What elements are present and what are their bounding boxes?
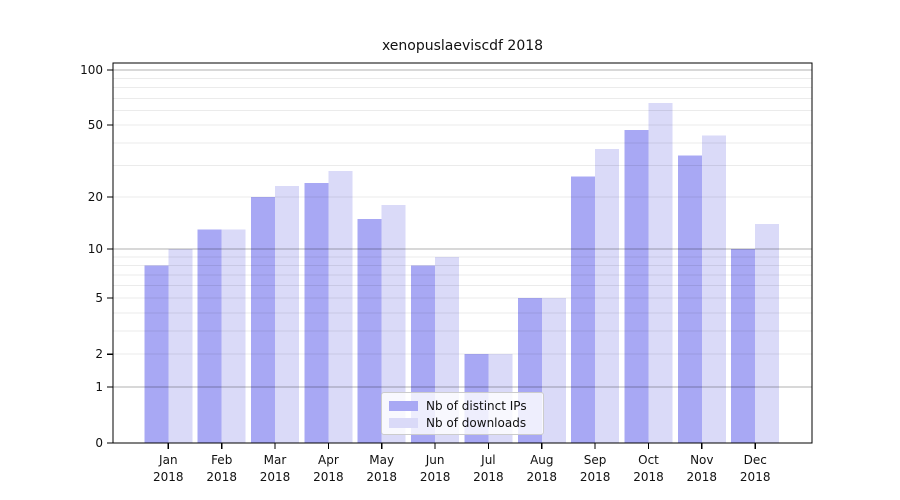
- legend-entry-downloads: Nb of downloads: [389, 415, 535, 430]
- chart-title: xenopuslaeviscdf 2018: [381, 38, 544, 54]
- x-tick-label-month-may: May: [369, 453, 394, 467]
- x-tick-label-month-nov: Nov: [690, 453, 713, 467]
- x-tick-label-month-oct: Oct: [638, 453, 659, 467]
- y-tick-label-5: 5: [95, 291, 103, 305]
- x-tick-label-year-jun: 2018: [420, 470, 451, 484]
- x-tick-label-month-apr: Apr: [318, 453, 339, 467]
- x-tick-label-month-aug: Aug: [530, 453, 553, 467]
- y-tick-label-0: 0: [95, 436, 103, 450]
- bar-downloads-oct: [648, 103, 673, 443]
- x-tick-label-month-jun: Jun: [425, 453, 445, 467]
- x-tick-label-year-sep: 2018: [580, 470, 611, 484]
- y-tick-label-10: 10: [88, 242, 103, 256]
- x-tick-label-year-feb: 2018: [206, 470, 237, 484]
- bar-distinct-ips-feb: [197, 229, 222, 443]
- y-tick-label-2: 2: [95, 347, 103, 361]
- bar-distinct-ips-may: [357, 218, 382, 443]
- y-tick-label-20: 20: [88, 190, 103, 204]
- bar-distinct-ips-nov: [677, 155, 702, 443]
- x-tick-label-year-nov: 2018: [687, 470, 718, 484]
- x-tick-label-month-feb: Feb: [211, 453, 232, 467]
- legend-label-distinct-ips: Nb of distinct IPs: [426, 398, 527, 413]
- y-tick-label-50: 50: [88, 118, 103, 132]
- bar-distinct-ips-apr: [304, 182, 329, 444]
- x-tick-label-month-jul: Jul: [480, 453, 495, 467]
- legend-label-downloads: Nb of downloads: [426, 415, 527, 430]
- bar-downloads-jan: [168, 249, 193, 443]
- x-tick-label-year-mar: 2018: [260, 470, 291, 484]
- x-tick-label-year-may: 2018: [366, 470, 397, 484]
- x-tick-label-year-jul: 2018: [473, 470, 504, 484]
- x-tick-label-year-jan: 2018: [153, 470, 184, 484]
- bar-distinct-ips-jan: [144, 265, 169, 443]
- x-tick-label-month-mar: Mar: [264, 453, 287, 467]
- bar-distinct-ips-oct: [624, 130, 649, 443]
- bar-downloads-feb: [221, 229, 246, 443]
- legend-swatch-downloads: [389, 417, 418, 428]
- bar-downloads-sep: [595, 148, 620, 443]
- bar-distinct-ips-dec: [731, 249, 756, 443]
- x-tick-label-month-jan: Jan: [158, 453, 178, 467]
- bar-downloads-aug: [541, 298, 566, 443]
- x-tick-label-month-dec: Dec: [744, 453, 767, 467]
- legend: Nb of distinct IPs Nb of downloads: [381, 392, 544, 435]
- bar-distinct-ips-mar: [251, 196, 275, 443]
- x-tick-label-year-dec: 2018: [740, 470, 771, 484]
- bar-downloads-dec: [755, 224, 780, 443]
- bar-downloads-nov: [701, 135, 726, 444]
- y-tick-label-100: 100: [80, 63, 103, 77]
- y-tick-label-1: 1: [95, 380, 103, 394]
- x-tick-label-year-oct: 2018: [633, 470, 664, 484]
- x-tick-label-year-aug: 2018: [527, 470, 558, 484]
- legend-swatch-distinct-ips: [389, 400, 418, 411]
- x-tick-label-year-apr: 2018: [313, 470, 344, 484]
- axes-frame: [112, 62, 813, 444]
- bar-downloads-apr: [328, 170, 353, 444]
- x-tick-label-month-sep: Sep: [584, 453, 607, 467]
- bar-downloads-mar: [275, 186, 299, 443]
- bar-distinct-ips-sep: [571, 176, 596, 443]
- legend-entry-distinct-ips: Nb of distinct IPs: [389, 398, 535, 413]
